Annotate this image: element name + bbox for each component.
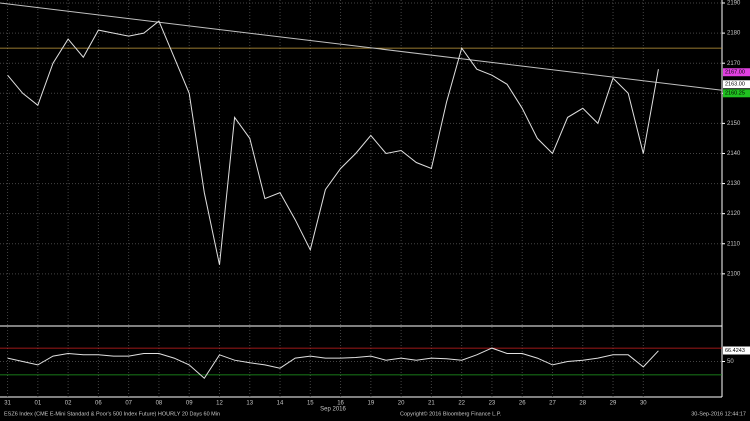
footer-left: ESZ6 Index (CME E-Mini Standard & Poor's…: [4, 411, 220, 417]
price-tag: [723, 80, 750, 89]
x-tick-label: 19: [367, 401, 374, 407]
footer-center: Copyright© 2016 Bloomberg Finance L.P.: [400, 410, 502, 417]
x-tick-label: 23: [489, 401, 496, 407]
x-axis-label: Sep 2016: [320, 407, 346, 413]
x-tick-label: 14: [277, 401, 284, 407]
x-tick-label: 30: [640, 401, 647, 407]
x-tick-label: 20: [398, 401, 405, 407]
price-tag-label: 2167.00: [725, 70, 745, 76]
trend-line: [0, 2, 723, 91]
price-tag-label: 2160.25: [725, 91, 745, 97]
price-line: [7, 347, 659, 380]
y-tick-label: 2180: [727, 31, 741, 37]
y-tick-label: 2120: [727, 211, 741, 217]
price-tag-label: 2163.00: [725, 82, 745, 88]
y-tick-label: 50: [727, 359, 734, 365]
x-tick-label: 27: [549, 401, 556, 407]
x-tick-label: 08: [156, 401, 163, 407]
x-tick-label: 06: [95, 401, 102, 407]
y-tick-label: 2100: [727, 271, 741, 277]
x-tick-label: 01: [34, 401, 41, 407]
y-tick-label: 2190: [727, 1, 741, 7]
y-tick-label: 2150: [727, 121, 741, 127]
x-tick-label: 09: [186, 401, 193, 407]
x-tick-label: 12: [216, 401, 223, 407]
x-tick-label: 31: [4, 401, 11, 407]
price-line: [7, 20, 659, 265]
x-tick-label: 28: [579, 401, 586, 407]
y-tick-label: 2130: [727, 181, 741, 187]
x-tick-label: 16: [337, 401, 344, 407]
price-tag-label: 66.4243: [725, 348, 745, 354]
y-tick-label: 2110: [727, 241, 741, 247]
y-tick-label: 2170: [727, 61, 741, 67]
x-tick-label: 07: [125, 401, 132, 407]
x-tick-label: 22: [458, 401, 465, 407]
x-tick-label: 29: [610, 401, 617, 407]
x-tick-label: 26: [519, 401, 526, 407]
price-tag: [723, 346, 750, 355]
x-tick-label: 02: [65, 401, 72, 407]
y-tick-label: 2140: [727, 151, 741, 157]
x-tick-label: 21: [428, 401, 435, 407]
x-tick-label: 15: [307, 401, 314, 407]
price-tag: [723, 89, 750, 98]
x-tick-label: 13: [246, 401, 253, 407]
footer-right: 30-Sep-2016 12:44:17: [691, 411, 746, 417]
price-tag: [723, 68, 750, 77]
